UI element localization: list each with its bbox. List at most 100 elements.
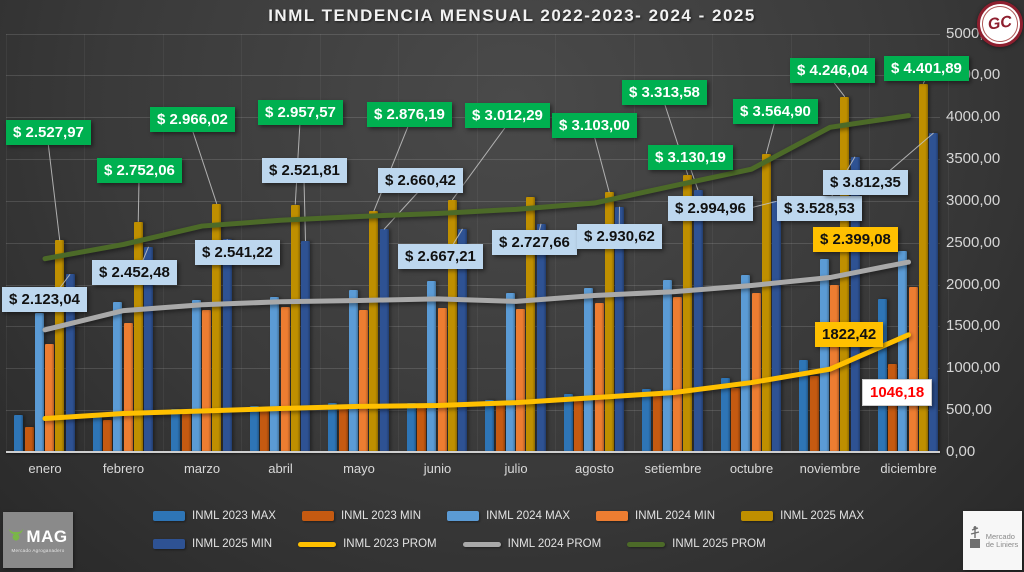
legend-swatch	[596, 511, 629, 521]
legend-label: INML 2023 PROM	[343, 538, 437, 550]
legend-item-inml-2025-min: INML 2025 MIN	[153, 538, 272, 550]
value-label: $ 2.930,62	[577, 224, 662, 249]
bar-inml-2024-min-diciembre	[908, 286, 918, 452]
value-label: $ 2.660,42	[378, 168, 463, 193]
category-separator	[84, 34, 86, 452]
value-label: $ 2.452,48	[92, 260, 177, 285]
value-label: $ 2.957,57	[258, 100, 343, 125]
mag-logo-subtitle: Mercado Agroganadero	[11, 548, 65, 553]
bar-inml-2023-min-marzo	[181, 414, 191, 452]
bar-inml-2025-max-junio	[447, 199, 457, 452]
y-axis-label: 2000,00	[946, 275, 1001, 293]
value-label: $ 2.541,22	[195, 240, 280, 265]
bar-inml-2024-max-setiembre	[662, 279, 672, 452]
legend-item-inml-2024-prom: INML 2024 PROM	[462, 538, 601, 550]
value-label: $ 2.123,04	[2, 287, 87, 312]
month-label-diciembre: diciembre	[880, 461, 937, 476]
category-separator	[790, 34, 792, 452]
legend-item-inml-2025-prom: INML 2025 PROM	[627, 538, 766, 550]
bar-inml-2025-min-diciembre	[929, 132, 938, 452]
bar-inml-2024-max-enero	[34, 312, 44, 452]
gridline	[6, 75, 940, 77]
bar-inml-2024-min-setiembre	[673, 297, 682, 452]
value-label: $ 2.667,21	[398, 244, 483, 269]
legend-swatch	[298, 541, 337, 547]
month-label-agosto: agosto	[574, 461, 615, 476]
value-label: $ 3.313,58	[622, 80, 707, 105]
legend-swatch	[741, 511, 774, 521]
bar-inml-2025-max-febrero	[133, 221, 143, 452]
bar-inml-2024-min-noviembre	[830, 284, 839, 452]
month-label-febrero: febrero	[102, 461, 145, 476]
bar-inml-2025-min-marzo	[222, 239, 232, 452]
value-label: $ 3.528,53	[777, 196, 862, 221]
value-label: $ 3.130,19	[648, 145, 733, 170]
bar-inml-2025-min-octubre	[772, 201, 781, 452]
legend-label: INML 2025 PROM	[672, 538, 766, 550]
mercado-de-liniers-logo: Mercado de Liniers	[963, 511, 1022, 570]
bar-inml-2023-max-junio	[406, 402, 416, 452]
legend-swatch	[153, 539, 185, 549]
bar-inml-2023-max-julio	[485, 400, 495, 452]
bar-inml-2024-max-julio	[505, 292, 515, 452]
bar-inml-2023-min-diciembre	[888, 364, 897, 452]
bar-inml-2024-min-agosto	[594, 303, 604, 452]
leader-line	[191, 128, 218, 204]
legend-label: INML 2023 MIN	[340, 510, 422, 522]
legend-item-inml-2023-min: INML 2023 MIN	[301, 510, 422, 522]
bar-inml-2024-max-octubre	[741, 275, 751, 452]
mag-logo-text: MAG	[26, 527, 68, 546]
leader-line	[765, 120, 776, 154]
bar-inml-2023-min-octubre	[731, 387, 740, 452]
y-axis-label: 1000,00	[946, 359, 1001, 377]
bar-inml-2023-min-noviembre	[809, 376, 819, 452]
bar-inml-2025-max-mayo	[369, 211, 379, 452]
month-label-octubre: octubre	[729, 461, 774, 476]
category-separator	[947, 34, 949, 452]
value-label: $ 3.103,00	[552, 113, 637, 138]
chart-title: INML TENDENCIA MENSUAL 2022-2023- 2024 -…	[268, 6, 756, 25]
value-label: $ 2.994,96	[668, 196, 753, 221]
legend-swatch	[462, 541, 501, 547]
bar-inml-2023-max-setiembre	[642, 388, 652, 452]
bar-inml-2024-max-marzo	[191, 299, 201, 452]
bar-inml-2024-min-julio	[516, 309, 525, 452]
value-label: $ 2.727,66	[492, 230, 577, 255]
value-label: $ 2.876,19	[367, 102, 452, 127]
legend-item-inml-2023-prom: INML 2023 PROM	[298, 538, 437, 550]
bar-inml-2025-max-octubre	[761, 153, 771, 452]
month-label-setiembre: setiembre	[644, 461, 702, 476]
bar-inml-2024-max-noviembre	[819, 258, 829, 452]
bar-inml-2023-max-enero	[14, 414, 24, 452]
bar-inml-2023-max-mayo	[328, 403, 338, 452]
gaucho-monument-icon	[967, 525, 983, 556]
category-separator	[5, 34, 7, 452]
value-label: $ 3.564,90	[733, 99, 818, 124]
bar-inml-2024-max-abril	[270, 296, 280, 452]
bar-inml-2023-min-agosto	[574, 399, 583, 452]
bar-inml-2023-min-junio	[417, 407, 426, 452]
legend-swatch	[627, 541, 666, 547]
bar-inml-2023-min-enero	[24, 426, 34, 452]
bar-inml-2024-max-diciembre	[898, 251, 908, 452]
bar-inml-2023-min-febrero	[103, 419, 112, 452]
value-label: $ 2.521,81	[262, 158, 347, 183]
gc-logo-text: GC	[979, 3, 1021, 45]
category-separator	[319, 34, 321, 452]
month-label-abril: abril	[268, 461, 293, 476]
legend-row-2: INML 2025 MIN INML 2023 PROM INML 2024 PRO…	[153, 538, 766, 550]
bar-inml-2024-max-febrero	[113, 301, 123, 452]
value-label: $ 4.401,89	[884, 56, 969, 81]
month-label-enero: enero	[28, 461, 62, 476]
bar-inml-2025-max-diciembre	[918, 83, 928, 452]
month-label-noviembre: noviembre	[799, 461, 861, 476]
month-label-mayo: mayo	[343, 461, 375, 476]
leader-line	[47, 141, 61, 241]
bar-inml-2024-max-mayo	[348, 289, 358, 452]
legend-item-inml-2025-max: INML 2025 MAX	[741, 510, 864, 522]
bar-inml-2025-min-mayo	[379, 229, 389, 452]
value-label: $ 3.012,29	[465, 103, 550, 128]
mag-logo: MAG Mercado Agroganadero	[3, 512, 73, 568]
value-label: $ 3.812,35	[823, 170, 908, 195]
